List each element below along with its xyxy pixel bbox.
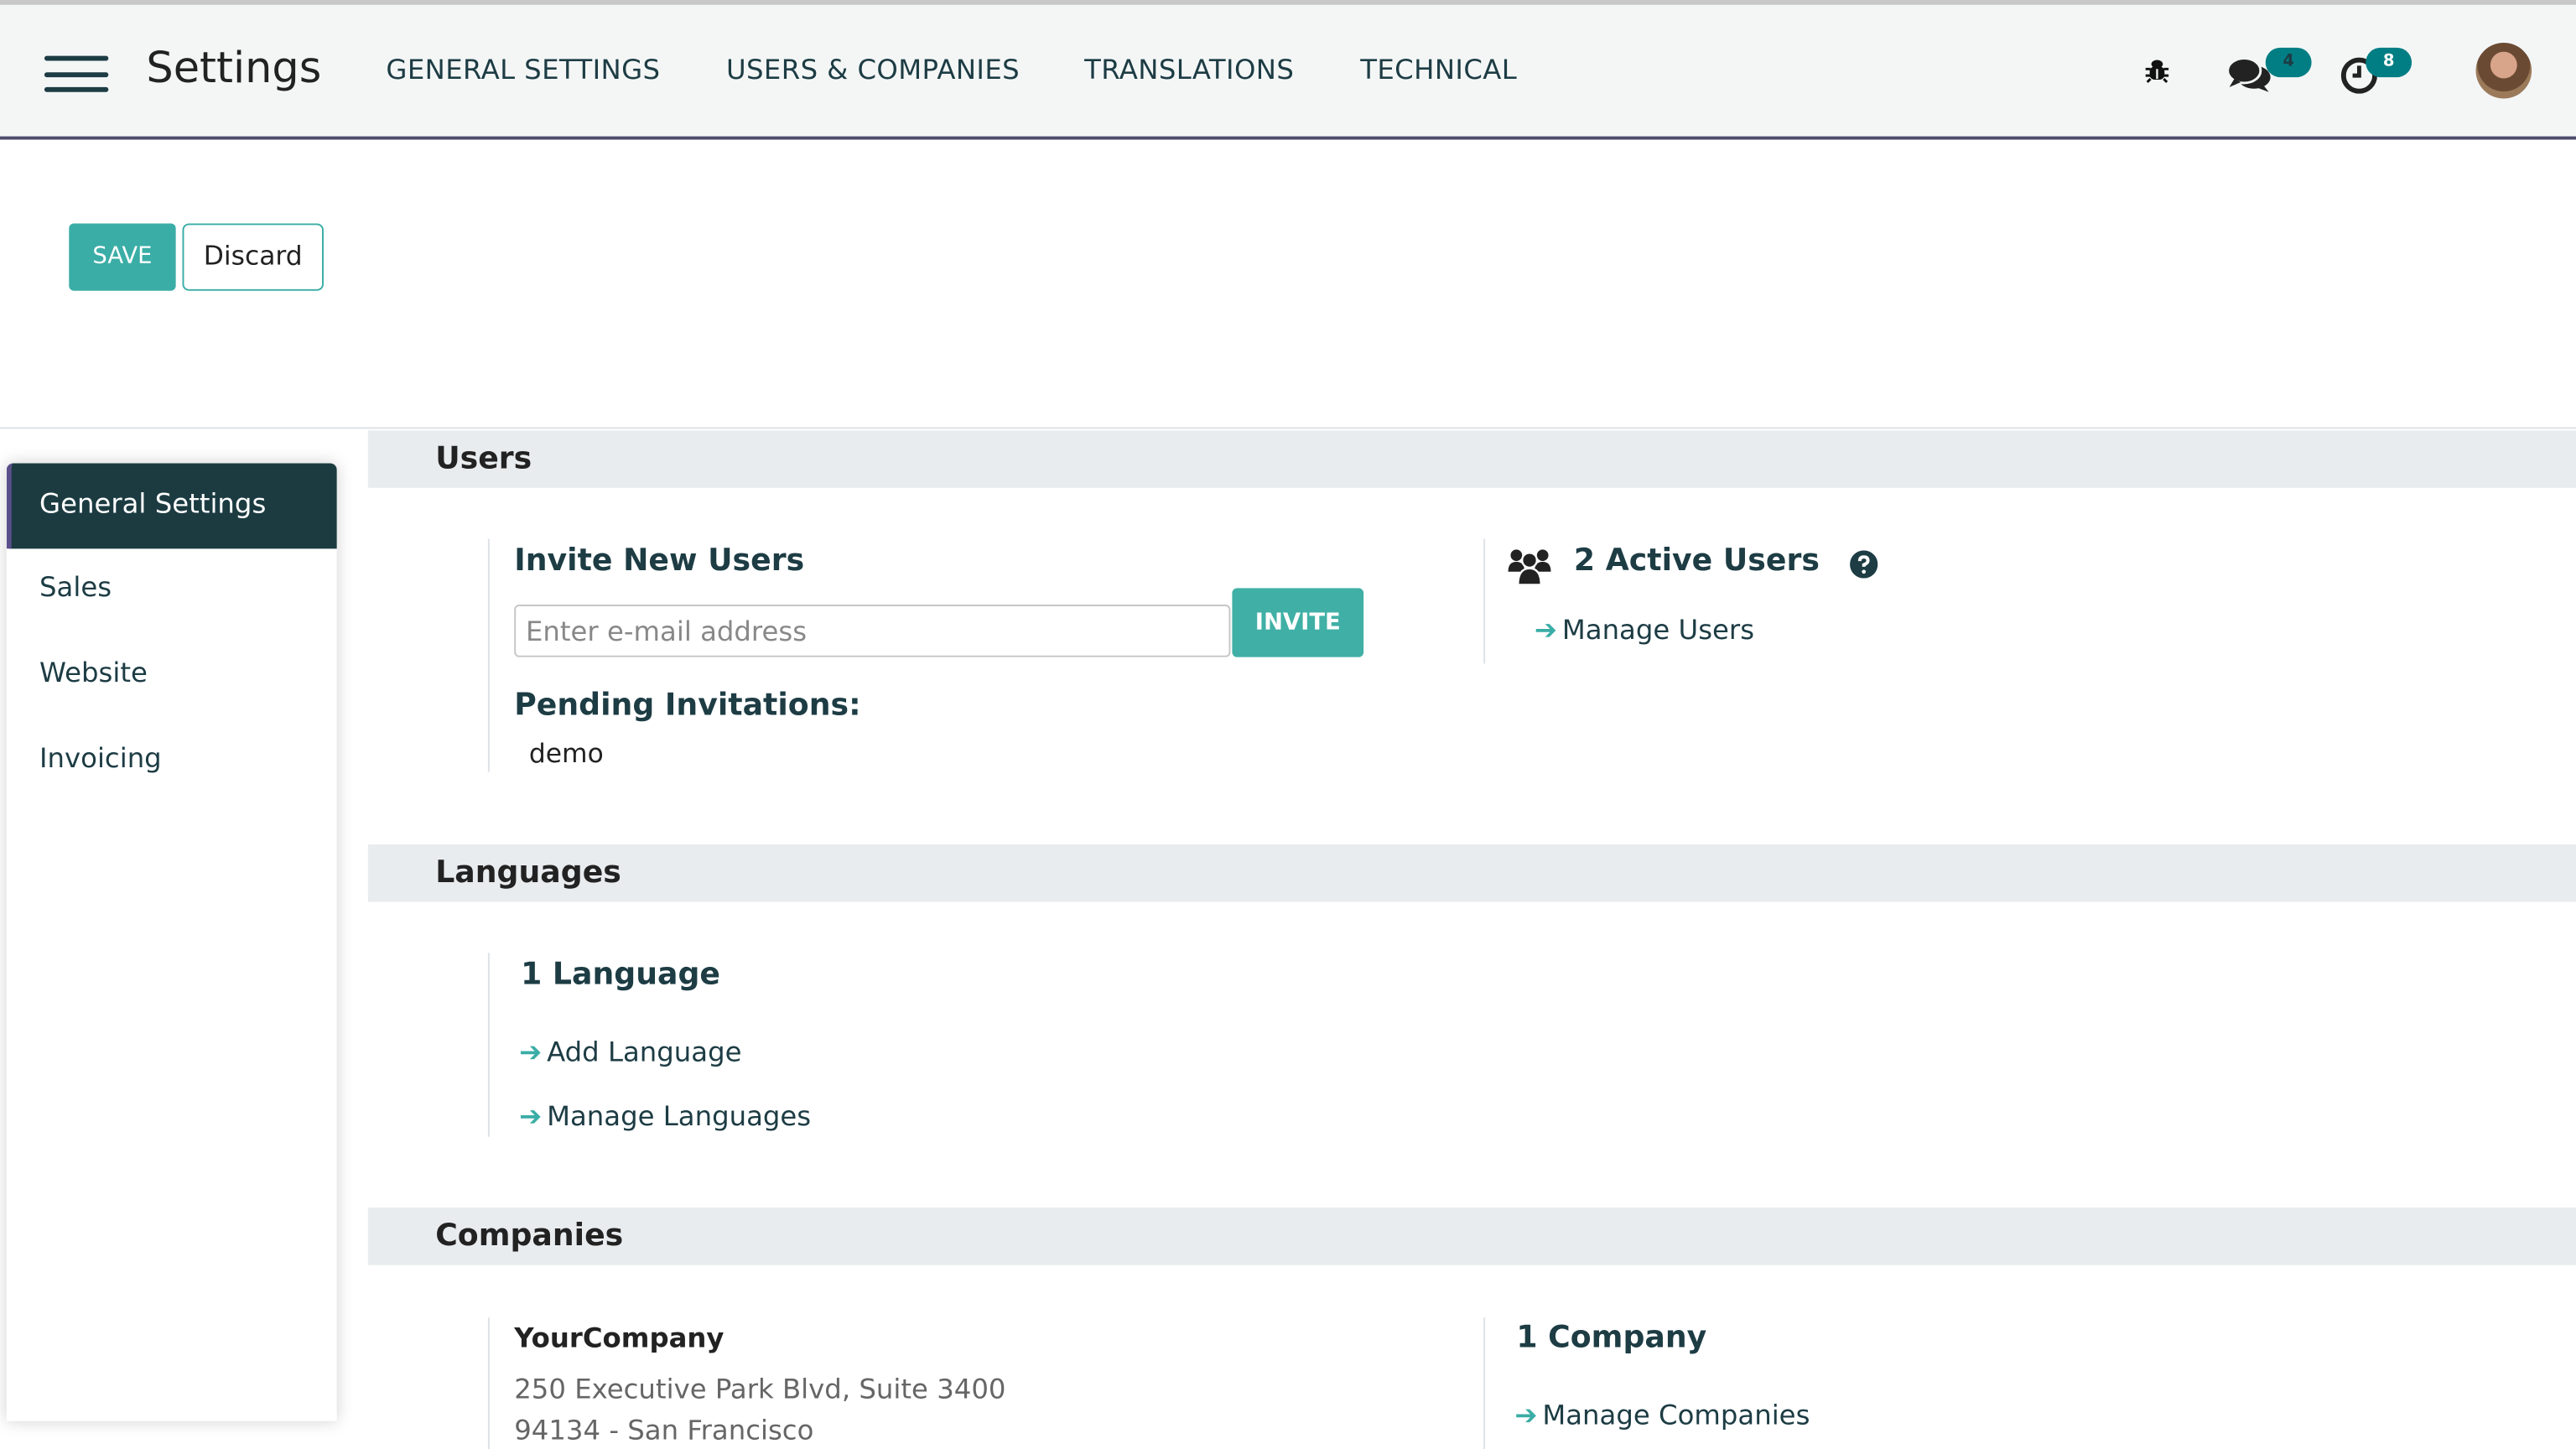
sidebar-item-invoicing[interactable]: Invoicing (39, 742, 162, 774)
hamburger-menu-icon[interactable] (44, 55, 109, 92)
top-navbar: Settings GENERAL SETTINGS USERS & COMPAN… (0, 4, 2576, 140)
menu-general-settings[interactable]: GENERAL SETTINGS (386, 54, 661, 86)
divider (487, 538, 490, 772)
menu-translations[interactable]: TRANSLATIONS (1084, 54, 1295, 86)
activities-count-badge: 8 (2366, 47, 2412, 78)
messages-count-badge: 4 (2265, 47, 2312, 78)
language-count: 1 Language (521, 958, 721, 993)
users-icon (1508, 549, 1551, 585)
menu-users-companies[interactable]: USERS & COMPANIES (725, 54, 1021, 86)
invite-button[interactable]: INVITE (1232, 588, 1364, 657)
sidebar-item-website[interactable]: Website (39, 657, 148, 688)
company-count: 1 Company (1516, 1321, 1707, 1356)
arrow-right-icon: ➔ (1514, 1400, 1538, 1431)
menu-technical[interactable]: TECHNICAL (1360, 54, 1518, 86)
sidebar-item-sales[interactable]: Sales (39, 571, 112, 604)
sidebar-item-general-settings[interactable]: General Settings (6, 463, 337, 549)
manage-languages-link[interactable]: ➔ Manage Languages (519, 1101, 811, 1132)
invite-title: Invite New Users (514, 543, 805, 579)
app-title: Settings (146, 44, 322, 94)
manage-users-label: Manage Users (1561, 614, 1755, 646)
company-address-line1: 250 Executive Park Blvd, Suite 3400 (514, 1373, 1006, 1405)
divider (0, 427, 2576, 429)
manage-companies-label: Manage Companies (1542, 1400, 1810, 1431)
bug-icon[interactable] (2144, 58, 2170, 84)
divider (487, 953, 490, 1137)
companies-section-header: Companies (367, 1208, 2576, 1265)
add-language-link[interactable]: ➔ Add Language (519, 1036, 741, 1067)
pending-invitation-item[interactable]: demo (528, 737, 604, 769)
manage-languages-label: Manage Languages (547, 1100, 812, 1132)
email-input[interactable] (514, 604, 1231, 657)
arrow-right-icon: ➔ (1534, 614, 1557, 646)
save-button[interactable]: SAVE (69, 223, 176, 291)
languages-section-header: Languages (367, 844, 2576, 902)
messages-button[interactable]: 4 (2226, 47, 2312, 99)
activities-button[interactable]: 8 (2340, 47, 2412, 99)
active-users-count: 2 Active Users (1573, 543, 1820, 579)
arrow-right-icon: ➔ (519, 1036, 543, 1068)
users-section-header: Users (367, 430, 2576, 488)
company-address-line2: 94134 - San Francisco (514, 1414, 814, 1446)
divider (487, 1317, 490, 1449)
divider (1483, 538, 1486, 664)
window-top-border (0, 0, 2576, 5)
settings-sidebar: General Settings Sales Website Invoicing (6, 463, 337, 1421)
user-avatar[interactable] (2475, 42, 2532, 99)
pending-invitations-title: Pending Invitations: (514, 688, 861, 724)
company-name: YourCompany (514, 1322, 724, 1354)
arrow-right-icon: ➔ (519, 1100, 543, 1132)
discard-button[interactable]: Discard (182, 223, 324, 291)
manage-companies-link[interactable]: ➔ Manage Companies (1514, 1400, 1810, 1431)
manage-users-link[interactable]: ➔ Manage Users (1535, 615, 1754, 646)
add-language-label: Add Language (547, 1036, 742, 1068)
chat-icon (2226, 57, 2271, 92)
divider (1483, 1317, 1486, 1449)
help-icon[interactable] (1850, 550, 1878, 579)
